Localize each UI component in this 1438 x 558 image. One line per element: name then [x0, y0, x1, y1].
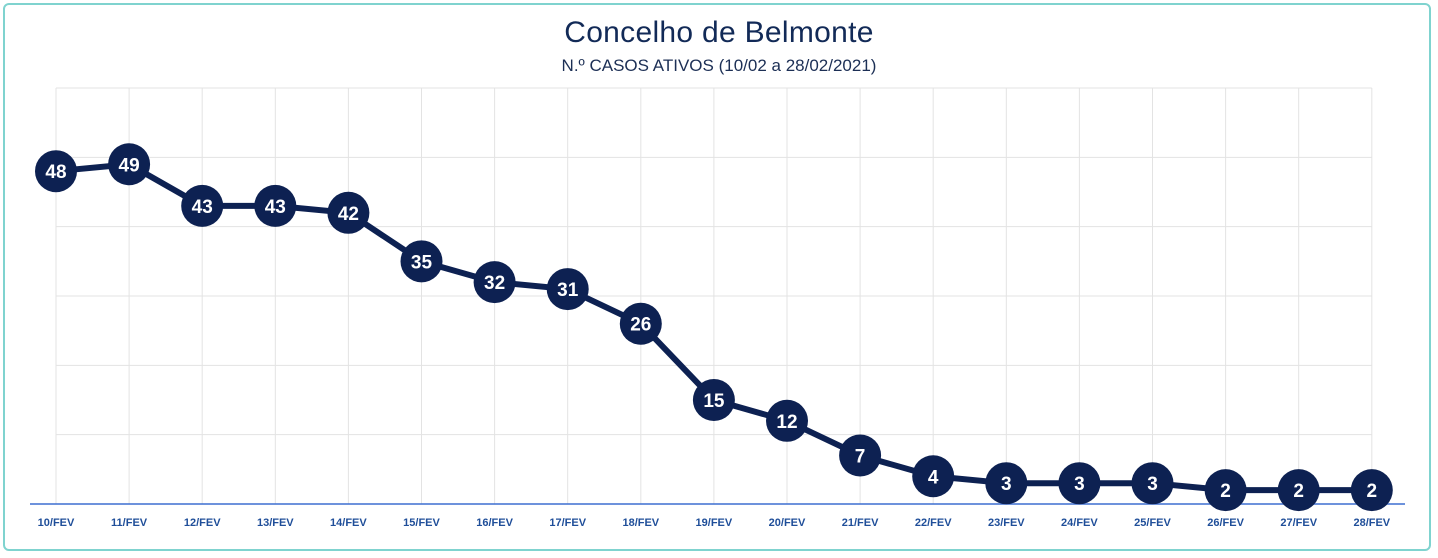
- data-point-marker: [985, 462, 1028, 505]
- data-point-marker: [912, 455, 955, 498]
- x-tick-label: 25/FEV: [1134, 517, 1171, 529]
- data-point: 43: [254, 184, 297, 227]
- x-tick-label: 28/FEV: [1353, 517, 1390, 529]
- x-tick-label: 26/FEV: [1207, 517, 1244, 529]
- data-point: 49: [108, 143, 151, 186]
- x-tick-label: 15/FEV: [403, 517, 440, 529]
- data-label: 32: [484, 273, 505, 294]
- data-label: 49: [119, 155, 140, 176]
- data-point-marker: [546, 268, 589, 311]
- data-label: 35: [411, 252, 433, 273]
- data-point-marker: [619, 302, 662, 345]
- data-point: 3: [1058, 462, 1101, 505]
- data-label: 31: [557, 280, 579, 301]
- data-point-marker: [1277, 469, 1320, 512]
- data-label: 2: [1293, 481, 1304, 502]
- data-label: 12: [776, 412, 797, 433]
- x-tick-label: 14/FEV: [330, 517, 367, 529]
- data-point: 15: [692, 379, 735, 421]
- data-label: 43: [192, 197, 213, 218]
- data-point: 4: [912, 455, 955, 498]
- data-point-marker: [1204, 469, 1247, 512]
- data-point: 2: [1277, 469, 1320, 512]
- data-point-marker: [1350, 469, 1393, 512]
- data-point: 2: [1204, 469, 1247, 512]
- data-point: 7: [839, 434, 882, 477]
- x-tick-label: 24/FEV: [1061, 517, 1098, 529]
- data-point-marker: [108, 143, 151, 186]
- data-point-marker: [327, 191, 370, 234]
- data-point: 3: [985, 462, 1028, 505]
- x-tick-label: 21/FEV: [842, 517, 879, 529]
- data-point: 12: [766, 399, 808, 442]
- x-tick-label: 18/FEV: [622, 517, 659, 529]
- x-tick-label: 13/FEV: [257, 517, 294, 529]
- data-point-marker: [473, 261, 516, 304]
- data-point: 2: [1350, 469, 1393, 512]
- data-label: 48: [45, 162, 66, 183]
- data-point: 43: [181, 184, 224, 227]
- x-tick-label: 19/FEV: [696, 517, 733, 529]
- x-tick-label: 20/FEV: [769, 517, 806, 529]
- data-point-marker: [400, 240, 443, 283]
- data-point-marker: [35, 150, 77, 193]
- data-label: 3: [1147, 474, 1158, 495]
- data-label: 26: [630, 315, 651, 336]
- data-label: 2: [1220, 481, 1231, 502]
- x-tick-label: 12/FEV: [184, 517, 221, 529]
- x-tick-label: 27/FEV: [1280, 517, 1317, 529]
- data-point-marker: [181, 184, 224, 227]
- data-point: 3: [1131, 462, 1174, 505]
- data-point: 42: [327, 191, 370, 234]
- data-point: 32: [473, 261, 516, 304]
- x-tick-labels: 10/FEV 11/FEV 12/FEV 13/FEV 14/FEV 15/FEV 16/F…: [38, 517, 1391, 529]
- chart-subtitle: N.º CASOS ATIVOS (10/02 a 28/02/2021): [561, 56, 877, 75]
- data-label: 3: [1074, 474, 1085, 495]
- data-point: 35: [400, 240, 443, 283]
- data-point-marker: [1058, 462, 1101, 505]
- data-point: 31: [546, 268, 589, 311]
- x-tick-label: 11/FEV: [111, 517, 148, 529]
- data-point: 48: [35, 150, 77, 193]
- data-label: 43: [265, 197, 286, 218]
- data-label: 3: [1001, 474, 1012, 495]
- data-label: 15: [703, 391, 725, 412]
- data-point-marker: [1131, 462, 1174, 505]
- chart-frame: [3, 3, 1431, 551]
- data-point-marker: [254, 184, 297, 227]
- data-point-marker: [766, 399, 808, 442]
- chart-title: Concelho de Belmonte: [564, 16, 874, 49]
- data-point-marker: [839, 434, 882, 477]
- data-label: 42: [338, 204, 359, 225]
- grid-lines: [55, 87, 1373, 504]
- data-point: 26: [619, 302, 662, 345]
- data-point-marker: [692, 379, 735, 421]
- x-tick-label: 16/FEV: [476, 517, 513, 529]
- x-tick-label: 22/FEV: [915, 517, 952, 529]
- x-tick-label: 17/FEV: [549, 517, 586, 529]
- data-label: 7: [855, 446, 866, 467]
- data-label: 4: [928, 467, 939, 488]
- x-tick-label: 10/FEV: [38, 517, 75, 529]
- data-label: 2: [1367, 481, 1378, 502]
- x-tick-label: 23/FEV: [988, 517, 1025, 529]
